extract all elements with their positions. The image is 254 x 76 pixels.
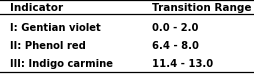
Text: I: Gentian violet: I: Gentian violet — [10, 23, 101, 33]
Text: III: Indigo carmine: III: Indigo carmine — [10, 59, 113, 69]
Text: Transition Range: Transition Range — [152, 3, 252, 13]
Text: Indicator: Indicator — [10, 3, 63, 13]
Text: 11.4 - 13.0: 11.4 - 13.0 — [152, 59, 214, 69]
Text: II: Phenol red: II: Phenol red — [10, 41, 86, 51]
Text: 0.0 - 2.0: 0.0 - 2.0 — [152, 23, 199, 33]
Text: 6.4 - 8.0: 6.4 - 8.0 — [152, 41, 199, 51]
